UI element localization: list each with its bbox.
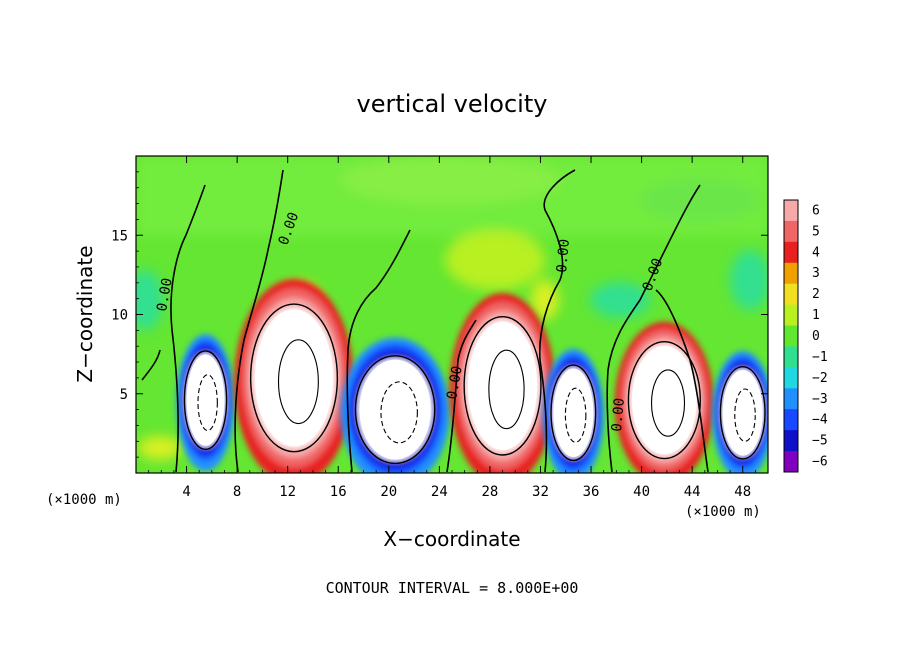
colorbar-swatch <box>784 241 798 264</box>
cell <box>340 337 450 473</box>
contour-label: 0.00 <box>154 277 176 313</box>
cell-contour <box>249 303 339 453</box>
x-unit-left: (×1000 m) <box>46 492 122 508</box>
y-tick-label: 5 <box>120 387 128 403</box>
contour-interval-note: CONTOUR INTERVAL = 8.000E+00 <box>326 579 579 597</box>
colorbar-label: 6 <box>812 203 820 218</box>
cell <box>234 279 354 473</box>
colorbar-label: 5 <box>812 224 820 239</box>
y-axis: 5 10 15 <box>111 171 768 458</box>
colorbar-frame <box>783 199 799 473</box>
colorbar-label: 0 <box>812 329 820 344</box>
x-tick-label: 44 <box>684 484 701 500</box>
contour-label: 0.00 <box>444 365 466 401</box>
cell-contour <box>627 340 701 460</box>
cell-inner-contour <box>488 349 525 430</box>
cell-inner-contour <box>650 369 686 437</box>
colorbar-label: 1 <box>812 308 820 323</box>
colorbar-label: −4 <box>812 413 828 428</box>
colorbar-swatch <box>784 325 798 347</box>
cell <box>176 334 235 472</box>
contour-label: 0.00 <box>609 397 628 432</box>
colorbar-label: −5 <box>812 434 828 449</box>
colorbar-swatch <box>784 388 798 410</box>
x-tick-label: 4 <box>182 484 190 500</box>
x-tick-label: 40 <box>633 484 650 500</box>
cell-core <box>468 321 538 451</box>
cell-contour <box>550 364 597 462</box>
colorbar-swatch <box>784 409 798 431</box>
colorbar: 6 5 4 3 2 1 0 −1 −2 −3 −4 −5 −6 <box>783 199 828 473</box>
cell-core <box>255 309 333 447</box>
cell-contour <box>183 350 228 450</box>
colorbar-swatch <box>784 283 798 306</box>
cell-inner-contour <box>197 374 218 432</box>
cell-inner-contour <box>277 339 319 425</box>
x-axis: 4 8 12 16 20 24 28 32 36 40 44 48 <box>148 156 756 500</box>
cell-contour <box>463 315 542 456</box>
colorbar-swatch <box>784 200 798 222</box>
y-tick-label: 15 <box>111 228 128 244</box>
y-axis-label: Z−coordinate <box>73 245 97 382</box>
contour-lines <box>141 169 709 473</box>
cell-contour <box>354 355 436 465</box>
cell <box>712 350 768 473</box>
x-tick-label: 16 <box>330 484 347 500</box>
colorbar-swatch <box>784 304 798 327</box>
cell <box>449 293 556 473</box>
colorbar-label: 4 <box>812 245 820 260</box>
x-tick-label: 36 <box>583 484 600 500</box>
cell-core <box>632 345 697 455</box>
x-tick-label: 28 <box>481 484 498 500</box>
cell-core <box>722 369 763 456</box>
cell-inner-contour <box>380 381 418 444</box>
colorbar-label: −1 <box>812 350 828 365</box>
cell-core <box>553 368 594 457</box>
x-tick-label: 48 <box>734 484 751 500</box>
cell-inner-contour <box>564 387 587 443</box>
chart-title: vertical velocity <box>357 90 548 118</box>
x-tick-label: 20 <box>380 484 397 500</box>
plot-area: 0.00 0.00 0.00 0.00 0.00 0.00 <box>136 156 768 473</box>
x-axis-label: X−coordinate <box>383 527 520 551</box>
colorbar-label: 3 <box>812 266 820 281</box>
y-tick-label: 10 <box>111 308 128 324</box>
cell-core <box>359 359 431 460</box>
x-tick-label: 32 <box>532 484 549 500</box>
cell-core <box>186 354 225 446</box>
cell <box>542 348 605 473</box>
x-tick-label: 8 <box>233 484 241 500</box>
colorbar-label: −2 <box>812 371 828 386</box>
x-unit-right: (×1000 m) <box>685 504 761 520</box>
colorbar-label: −3 <box>812 392 828 407</box>
colorbar-label: −6 <box>812 455 828 470</box>
x-tick-label: 12 <box>279 484 296 500</box>
cell-inner-contour <box>734 388 756 442</box>
x-tick-label: 24 <box>431 484 448 500</box>
colorbar-swatch <box>784 451 798 473</box>
colorbar-swatch <box>784 346 798 368</box>
cell-contour <box>719 365 766 460</box>
colorbar-swatch <box>784 367 798 389</box>
colorbar-swatch <box>784 430 798 452</box>
colorbar-swatch <box>784 262 798 285</box>
colorbar-swatch <box>784 220 798 243</box>
contour-labels: 0.00 0.00 0.00 0.00 0.00 0.00 <box>154 210 666 432</box>
colorbar-label: 2 <box>812 287 820 302</box>
contour-label: 0.00 <box>554 238 573 273</box>
